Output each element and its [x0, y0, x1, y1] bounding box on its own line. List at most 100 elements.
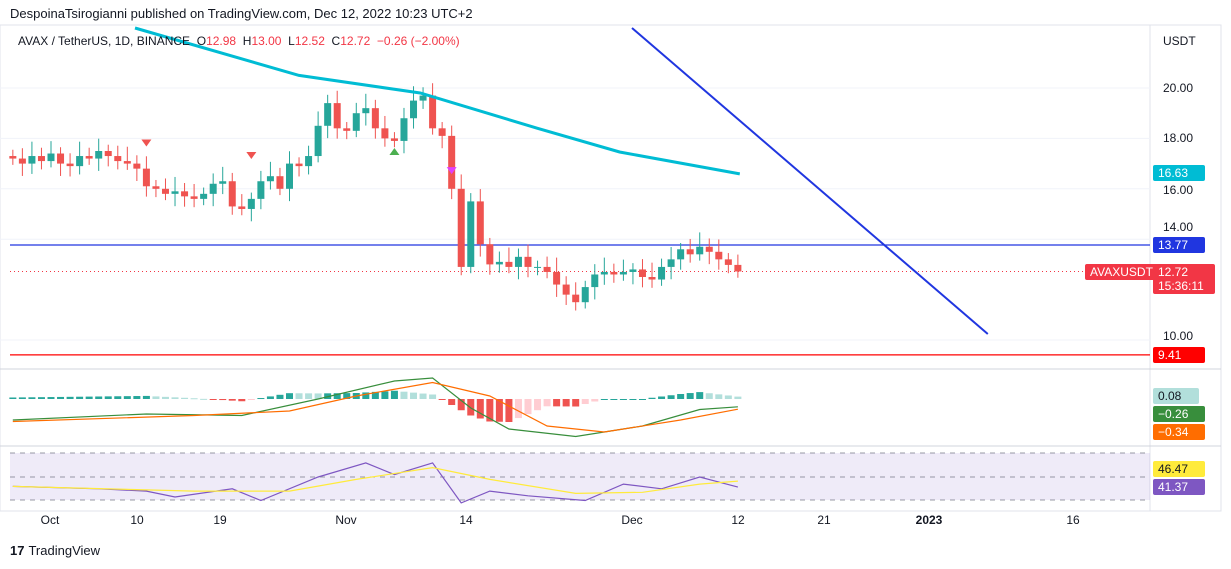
macd-histogram-bar — [543, 399, 551, 407]
macd-line — [12, 377, 738, 438]
candle-body — [333, 103, 341, 129]
candle-body — [200, 193, 208, 199]
time-tick: 2023 — [915, 513, 943, 527]
macd-histogram-bar — [171, 397, 179, 399]
macd-histogram-bar — [123, 396, 131, 399]
macd-histogram-bar — [677, 394, 685, 399]
macd-histogram-bar — [142, 395, 150, 399]
candle-body — [467, 201, 475, 267]
brand-name: TradingView — [28, 543, 101, 558]
macd-histogram-bar — [562, 399, 570, 407]
candle-body — [724, 259, 732, 265]
last-price-badge: 12.72 15:36:11 — [1153, 264, 1215, 294]
candle-body — [343, 128, 351, 131]
tv-logo-icon: 17 — [10, 543, 25, 558]
macd-histogram-bar — [190, 398, 198, 400]
price-tick: 20.00 — [1163, 81, 1194, 95]
candle-body — [85, 156, 93, 159]
candle-body — [305, 156, 313, 167]
open-label: O — [196, 34, 207, 48]
macd-histogram-bar — [448, 399, 456, 405]
last-price: 12.72 — [1158, 265, 1189, 279]
macd-histogram-bar — [161, 396, 169, 399]
symbol-name[interactable]: AVAX / TetherUS, 1D, BINANCE — [18, 34, 191, 48]
candle-body — [543, 266, 551, 272]
macd-histogram-bar — [638, 399, 646, 400]
macd-histogram-bar — [200, 398, 208, 400]
macd-histogram-bar — [305, 393, 313, 399]
rsi-badge: 41.37 — [1153, 479, 1205, 495]
macd-histogram-bar — [534, 399, 542, 411]
macd-histogram-bar — [610, 399, 618, 400]
candle-body — [438, 128, 446, 136]
candle-body — [18, 158, 26, 164]
macd-histogram-bar — [648, 397, 656, 399]
close-label: C — [331, 34, 341, 48]
currency-label: USDT — [1163, 34, 1196, 48]
candle-body — [47, 153, 55, 162]
tradingview-logo[interactable]: 17 TradingView — [10, 543, 100, 558]
time-tick: 14 — [459, 513, 473, 527]
moving-average-line — [134, 26, 741, 176]
macd-histogram-bar — [734, 396, 742, 399]
price-tick: 16.00 — [1163, 183, 1194, 197]
macd-histogram-bar — [724, 395, 732, 399]
candle-body — [505, 261, 513, 267]
macd-histogram-bar — [28, 397, 36, 399]
macd-histogram-bar — [591, 399, 599, 402]
high-label: H — [242, 34, 252, 48]
bar-countdown: 15:36:11 — [1158, 279, 1204, 293]
candle-body — [677, 249, 685, 260]
macd-histogram-bar — [476, 399, 484, 419]
ma-badge: 16.63 — [1153, 165, 1205, 181]
rsi-ma-line — [12, 466, 738, 495]
low-value: 12.52 — [294, 34, 325, 48]
candle-body — [171, 191, 179, 194]
macd-histogram-bar — [457, 399, 465, 411]
symbol-badge: AVAXUSDT — [1085, 264, 1158, 280]
rsi-band — [10, 453, 1150, 500]
time-tick: 10 — [130, 513, 144, 527]
candle-body — [114, 156, 122, 162]
macd-histogram-bar — [247, 399, 255, 400]
macd-histogram-bar — [257, 398, 265, 400]
macd-histogram-bar — [438, 399, 446, 400]
candle-body — [686, 249, 694, 255]
macd-histogram-bar — [572, 399, 580, 407]
macd-histogram-bar — [600, 399, 608, 400]
macd-histogram-bar — [400, 391, 408, 399]
candle-body — [534, 266, 542, 268]
time-tick: 21 — [817, 513, 831, 527]
macd-histogram-bar — [18, 397, 26, 399]
change-value: −0.26 (−2.00%) — [376, 34, 460, 48]
macd-histogram-bar — [581, 399, 589, 404]
candle-body — [9, 156, 17, 159]
candle-body — [448, 135, 456, 189]
candle-body — [629, 269, 637, 272]
sell-signal-icon — [446, 167, 457, 175]
macd-histogram-bar — [9, 397, 17, 399]
macd-histogram-bar — [57, 396, 65, 399]
macd-histogram-bar — [47, 397, 55, 399]
candle-body — [152, 186, 160, 189]
time-tick: 16 — [1066, 513, 1080, 527]
time-tick: Nov — [335, 513, 357, 527]
candle-body — [734, 264, 742, 272]
candle-body — [696, 246, 704, 255]
candle-body — [591, 274, 599, 288]
signal-badge: −0.34 — [1153, 424, 1205, 440]
low-label: L — [288, 34, 295, 48]
candle-body — [219, 181, 227, 184]
candle-body — [37, 156, 45, 162]
macd-histogram-bar — [715, 394, 723, 399]
candle-body — [619, 271, 627, 275]
candle-body — [371, 108, 379, 129]
macd-hist-badge: 0.08 — [1153, 388, 1199, 404]
trend-line — [631, 27, 989, 335]
macd-histogram-bar — [505, 399, 513, 422]
candle-body — [429, 95, 437, 129]
macd-histogram-bar — [524, 399, 532, 415]
price-tick: 14.00 — [1163, 220, 1194, 234]
